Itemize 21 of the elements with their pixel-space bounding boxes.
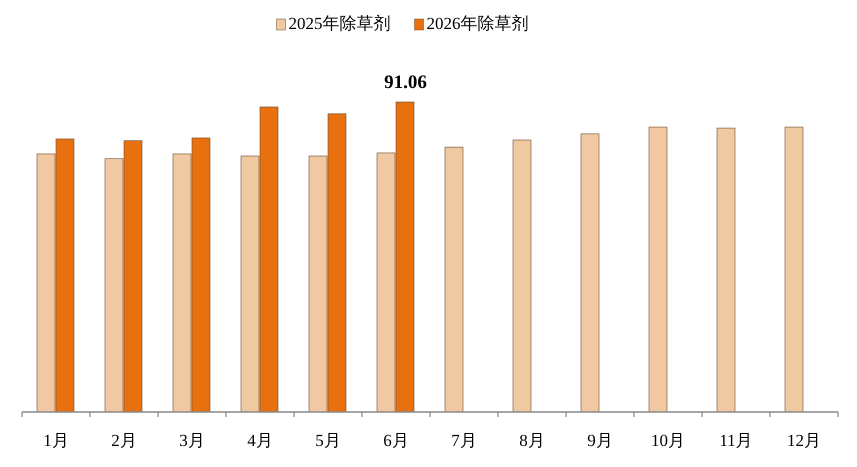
x-tick-label: 4月 <box>247 431 273 450</box>
x-tick-label: 5月 <box>315 431 341 450</box>
x-tick-label: 3月 <box>179 431 205 450</box>
data-label: 91.06 <box>384 72 427 93</box>
bar <box>512 140 532 412</box>
x-tick-label: 11月 <box>719 431 753 450</box>
bar <box>648 126 668 412</box>
x-tick-label: 7月 <box>451 431 477 450</box>
bar <box>580 134 600 412</box>
x-tick-label: 9月 <box>587 431 613 450</box>
x-tick-label: 10月 <box>651 431 685 450</box>
legend-label: 2026年除草剂 <box>426 14 528 33</box>
bar <box>444 146 464 412</box>
legend-label: 2025年除草剂 <box>288 14 390 33</box>
x-tick-label: 8月 <box>519 431 545 450</box>
x-tick-label: 6月 <box>383 431 409 450</box>
bar <box>784 126 804 412</box>
bar <box>716 128 736 412</box>
x-tick-label: 12月 <box>787 431 821 450</box>
x-tick-label: 2月 <box>111 431 137 450</box>
x-tick-label: 1月 <box>43 431 69 450</box>
